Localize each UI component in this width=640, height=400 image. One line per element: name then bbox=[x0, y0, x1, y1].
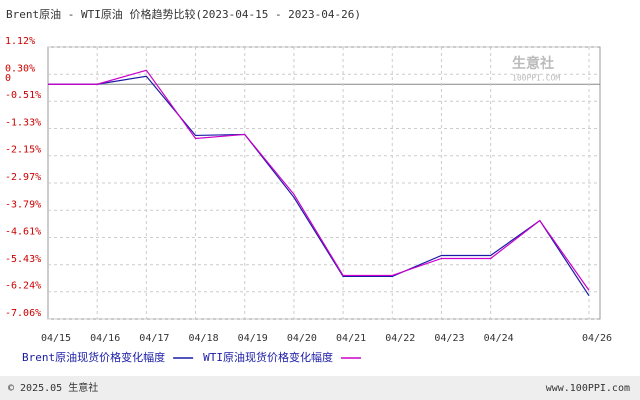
footer-bar bbox=[0, 376, 640, 400]
x-tick-label: 04/15 bbox=[41, 333, 71, 344]
x-tick-label: 04/22 bbox=[385, 333, 415, 344]
y-tick-label: -3.79% bbox=[5, 199, 41, 210]
series-line bbox=[48, 69, 590, 291]
series-line bbox=[48, 75, 590, 297]
watermark-site: 100PPI.COM bbox=[512, 74, 560, 83]
x-tick-label: 04/23 bbox=[434, 333, 464, 344]
x-tick-label: 04/18 bbox=[188, 333, 218, 344]
x-tick-label: 04/19 bbox=[238, 333, 268, 344]
y-tick-label: -4.61% bbox=[5, 227, 41, 238]
legend-label: WTI原油现货价格变化幅度 bbox=[203, 350, 333, 364]
y-tick-label: -5.43% bbox=[5, 254, 41, 265]
footer-left: © 2025.05 生意社 bbox=[8, 381, 98, 394]
x-tick-label: 04/26 bbox=[582, 333, 612, 344]
y-tick-label: -2.97% bbox=[5, 172, 41, 183]
x-tick-label: 04/16 bbox=[90, 333, 120, 344]
y-tick-label: -0.51% bbox=[5, 90, 41, 101]
legend-label: Brent原油现货价格变化幅度 bbox=[22, 350, 165, 364]
x-tick-label: 04/21 bbox=[336, 333, 366, 344]
y-tick-label: -1.33% bbox=[5, 117, 41, 128]
x-tick-label: 04/24 bbox=[484, 333, 514, 344]
footer-right: www.100PPI.com bbox=[546, 383, 630, 394]
watermark-name: 生意社 bbox=[512, 55, 554, 72]
chart-title: Brent原油 - WTI原油 价格趋势比较(2023-04-15 - 2023… bbox=[6, 7, 361, 21]
x-tick-label: 04/17 bbox=[139, 333, 169, 344]
y-tick-label: 0 bbox=[5, 73, 11, 84]
y-tick-label: -7.06% bbox=[5, 308, 41, 319]
y-tick-label: -6.24% bbox=[5, 281, 41, 292]
y-tick-label: -2.15% bbox=[5, 145, 41, 156]
x-tick-label: 04/20 bbox=[287, 333, 317, 344]
y-tick-label: 0.30% bbox=[5, 63, 35, 74]
y-tick-label: 1.12% bbox=[5, 36, 35, 47]
